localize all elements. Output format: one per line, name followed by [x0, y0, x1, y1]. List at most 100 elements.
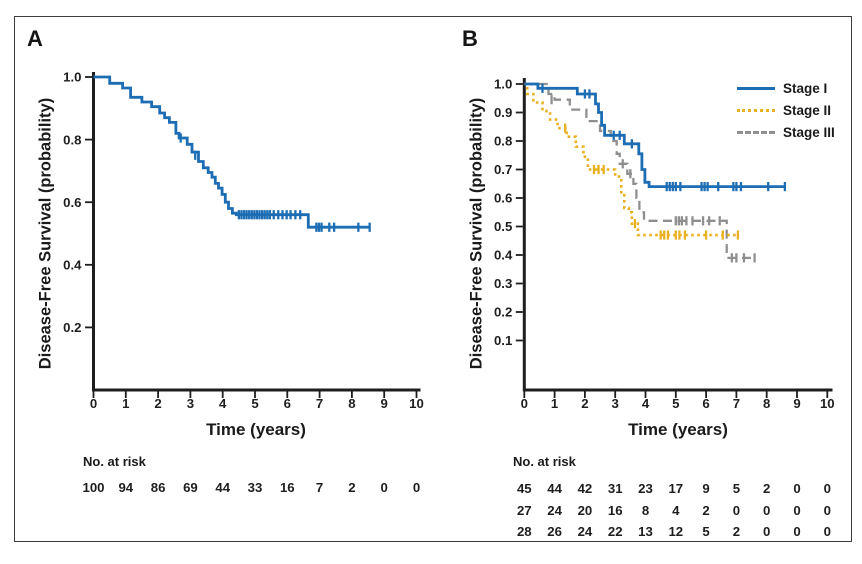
- panel-a-x-axis-title: Time (years): [206, 420, 306, 439]
- axes: [92, 72, 421, 392]
- svg-text:2: 2: [733, 524, 740, 539]
- svg-text:5: 5: [702, 524, 709, 539]
- panel-b-y-axis-title: Disease-Free Survival (probability): [467, 97, 486, 370]
- svg-text:0.4: 0.4: [494, 248, 513, 263]
- svg-text:2: 2: [154, 396, 161, 411]
- svg-text:0: 0: [763, 524, 770, 539]
- svg-text:69: 69: [183, 480, 198, 495]
- panel-a-plot: 0 1 2 3 4 5 6 7 8 9 10 0.2 0.4 0.6 0.8 1.0 100 94 86 69 44 33…: [63, 70, 424, 495]
- svg-text:9: 9: [702, 481, 709, 496]
- svg-text:7: 7: [316, 480, 323, 495]
- svg-text:44: 44: [215, 480, 230, 495]
- svg-text:44: 44: [547, 481, 562, 496]
- svg-text:0.6: 0.6: [494, 191, 512, 206]
- axes: [522, 78, 833, 392]
- svg-text:23: 23: [638, 481, 653, 496]
- svg-text:42: 42: [578, 481, 593, 496]
- svg-text:0: 0: [763, 503, 770, 518]
- svg-text:9: 9: [793, 396, 800, 411]
- km-curve-stage-i: [524, 82, 787, 192]
- km-curve-stage-iii: [524, 82, 756, 263]
- svg-text:0: 0: [381, 480, 388, 495]
- svg-text:24: 24: [578, 524, 593, 539]
- svg-text:26: 26: [547, 524, 562, 539]
- svg-text:94: 94: [118, 480, 133, 495]
- svg-text:16: 16: [280, 480, 295, 495]
- svg-text:0: 0: [824, 503, 831, 518]
- svg-text:12: 12: [668, 524, 683, 539]
- svg-text:7: 7: [733, 396, 740, 411]
- svg-text:20: 20: [578, 503, 593, 518]
- svg-text:2: 2: [763, 481, 770, 496]
- svg-text:0.2: 0.2: [63, 320, 81, 335]
- svg-text:13: 13: [638, 524, 653, 539]
- risk-table-numbers: 100 94 86 69 44 33 16 7 2 0 0: [82, 480, 420, 495]
- svg-text:0.1: 0.1: [494, 333, 512, 348]
- svg-text:0.6: 0.6: [63, 195, 81, 210]
- svg-text:4: 4: [642, 396, 650, 411]
- svg-text:7: 7: [316, 396, 323, 411]
- svg-text:0.3: 0.3: [494, 276, 512, 291]
- svg-text:4: 4: [672, 503, 680, 518]
- svg-text:5: 5: [733, 481, 740, 496]
- svg-text:8: 8: [348, 396, 355, 411]
- legend-entry-stage-3: Stage III: [737, 125, 835, 140]
- svg-text:0.7: 0.7: [494, 162, 512, 177]
- panel-b-plot: 0 1 2 3 4 5 6 7 8 9 100.10.20.30.40.50.60.70.80.91…: [494, 77, 835, 539]
- svg-text:45: 45: [517, 481, 532, 496]
- svg-text:0.2: 0.2: [494, 305, 512, 320]
- km-curve-stage-ii: [524, 82, 740, 240]
- svg-text:1: 1: [122, 396, 129, 411]
- svg-text:0: 0: [824, 481, 831, 496]
- svg-text:0.4: 0.4: [63, 258, 82, 273]
- svg-text:5: 5: [251, 396, 258, 411]
- svg-text:2: 2: [348, 480, 355, 495]
- svg-text:27: 27: [517, 503, 532, 518]
- legend-label-stage-3: Stage III: [783, 125, 835, 140]
- panel-b-x-axis-title: Time (years): [628, 420, 728, 439]
- x-tick-labels: 0 1 2 3 4 5 6 7 8 9 10: [90, 391, 424, 411]
- svg-text:0.9: 0.9: [494, 105, 512, 120]
- svg-text:1.0: 1.0: [494, 77, 512, 92]
- svg-text:6: 6: [702, 396, 709, 411]
- svg-text:0: 0: [413, 480, 420, 495]
- stage-2-line-swatch: [737, 109, 775, 112]
- figure-border: [14, 16, 852, 542]
- svg-text:0: 0: [733, 503, 740, 518]
- svg-text:10: 10: [820, 396, 835, 411]
- svg-text:16: 16: [608, 503, 623, 518]
- svg-text:0: 0: [793, 481, 800, 496]
- legend-entry-stage-2: Stage II: [737, 103, 835, 118]
- svg-text:8: 8: [763, 396, 770, 411]
- svg-text:10: 10: [409, 396, 424, 411]
- km-curve: [93, 75, 371, 232]
- risk-table-numbers: 45 44 42 31 23 17 9 5 2 0 027 24 20 16 8 4 2 0 0 0 028 26 24 22…: [517, 481, 831, 539]
- svg-text:2: 2: [581, 396, 588, 411]
- svg-text:0.8: 0.8: [494, 134, 512, 149]
- svg-text:3: 3: [612, 396, 619, 411]
- svg-text:17: 17: [668, 481, 683, 496]
- legend-label-stage-2: Stage II: [783, 103, 832, 118]
- panel-a-label: A: [27, 26, 44, 51]
- svg-text:24: 24: [547, 503, 562, 518]
- svg-text:1: 1: [551, 396, 558, 411]
- stage-1-line-swatch: [737, 87, 775, 90]
- svg-text:1.0: 1.0: [63, 70, 81, 85]
- svg-text:0: 0: [793, 503, 800, 518]
- x-tick-labels: 0 1 2 3 4 5 6 7 8 9 10: [521, 391, 835, 411]
- panel-a-y-axis-title: Disease-Free Survival (probability): [36, 97, 55, 370]
- svg-text:3: 3: [187, 396, 194, 411]
- svg-text:33: 33: [248, 480, 263, 495]
- stage-3-line-swatch: [737, 131, 775, 134]
- svg-text:4: 4: [219, 396, 227, 411]
- panel-a-risk-table-header: No. at risk: [83, 454, 146, 469]
- legend: Stage I Stage II Stage III: [737, 81, 835, 140]
- svg-text:0.5: 0.5: [494, 219, 512, 234]
- svg-text:0: 0: [90, 396, 97, 411]
- svg-text:0: 0: [521, 396, 528, 411]
- svg-text:0: 0: [824, 524, 831, 539]
- y-tick-labels: 0.1 0.2 0.3 0.4 0.5 0.6 0.7 0.8 0.9 1.0: [494, 77, 523, 348]
- y-tick-labels: 0.2 0.4 0.6 0.8 1.0: [63, 70, 92, 335]
